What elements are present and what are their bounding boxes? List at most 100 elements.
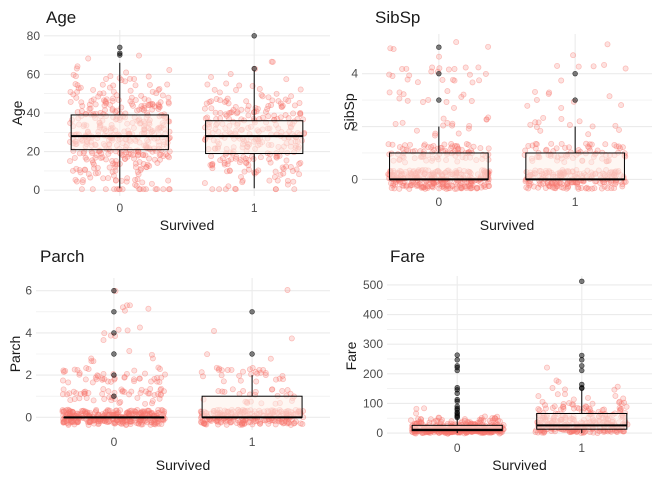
jitter-point xyxy=(453,142,460,149)
jitter-point xyxy=(136,52,142,59)
jitter-point xyxy=(532,88,538,95)
jitter-point xyxy=(575,185,582,192)
jitter-point xyxy=(117,399,124,405)
jitter-point xyxy=(70,91,77,98)
jitter-point xyxy=(403,182,410,189)
jitter-point xyxy=(88,355,95,362)
jitter-point xyxy=(420,183,427,190)
jitter-point xyxy=(566,400,573,407)
jitter-point xyxy=(154,159,161,166)
jitter-point xyxy=(70,388,77,395)
jitter-point xyxy=(431,180,437,187)
jitter-point xyxy=(266,156,273,163)
jitter-point xyxy=(220,378,227,385)
jitter-point xyxy=(290,110,297,117)
jitter-point xyxy=(154,391,161,397)
jitter-point xyxy=(243,159,250,166)
jitter-point xyxy=(122,78,129,85)
jitter-point xyxy=(87,105,94,112)
jitter-point xyxy=(81,390,88,397)
jitter-point xyxy=(273,153,280,160)
y-tick-label: 80 xyxy=(27,29,41,43)
jitter-point xyxy=(450,76,456,83)
jitter-point xyxy=(233,87,239,93)
jitter-point xyxy=(92,170,99,177)
jitter-point xyxy=(114,186,120,193)
jitter-point xyxy=(400,91,407,98)
jitter-point xyxy=(251,170,258,177)
jitter-point xyxy=(131,155,138,162)
jitter-point xyxy=(619,181,626,188)
outlier-point xyxy=(111,393,117,399)
jitter-point xyxy=(142,152,149,159)
jitter-point xyxy=(267,355,274,362)
jitter-point xyxy=(259,114,266,121)
jitter-point xyxy=(103,76,109,82)
jitter-point xyxy=(601,183,608,190)
jitter-point xyxy=(265,94,272,101)
jitter-point xyxy=(244,106,251,113)
jitter-point xyxy=(443,99,450,105)
outlier-point xyxy=(579,357,585,363)
jitter-point xyxy=(388,180,394,187)
jitter-point xyxy=(485,43,492,50)
jitter-point xyxy=(133,182,140,189)
jitter-point xyxy=(93,152,100,159)
jitter-point xyxy=(136,324,143,331)
jitter-point xyxy=(222,186,229,193)
jitter-point xyxy=(146,162,153,169)
jitter-point xyxy=(540,180,547,187)
jitter-point xyxy=(92,101,99,108)
jitter-point xyxy=(430,184,437,191)
jitter-point xyxy=(78,99,85,106)
jitter-point xyxy=(574,180,580,187)
outlier-point xyxy=(454,396,460,403)
jitter-point xyxy=(221,161,228,168)
jitter-point xyxy=(109,158,116,164)
jitter-point xyxy=(284,287,291,293)
jitter-point xyxy=(280,170,287,177)
jitter-point xyxy=(98,155,104,161)
jitter-point xyxy=(543,146,550,153)
jitter-point xyxy=(138,165,145,172)
jitter-point xyxy=(448,141,455,147)
jitter-point xyxy=(89,379,96,386)
jitter-point xyxy=(143,164,150,171)
jitter-point xyxy=(245,157,252,163)
jitter-point xyxy=(400,180,407,187)
jitter-point xyxy=(224,168,230,175)
jitter-point xyxy=(272,186,279,193)
jitter-point xyxy=(421,141,428,148)
jitter-point xyxy=(90,159,96,166)
jitter-point xyxy=(151,103,158,110)
jitter-point xyxy=(269,58,276,65)
jitter-point xyxy=(282,112,289,119)
jitter-point xyxy=(465,125,472,132)
jitter-point xyxy=(449,122,456,129)
jitter-point xyxy=(105,150,112,157)
jitter-point xyxy=(243,160,250,167)
x-tick-label: 0 xyxy=(436,195,443,209)
jitter-point xyxy=(60,386,67,393)
jitter-point xyxy=(416,180,423,187)
jitter-point xyxy=(115,97,122,104)
outlier-point xyxy=(454,385,460,391)
jitter-point xyxy=(110,172,117,179)
jitter-point xyxy=(469,79,476,86)
jitter-point xyxy=(90,161,97,168)
outlier-point xyxy=(454,352,460,358)
jitter-point xyxy=(558,104,565,111)
jitter-point xyxy=(391,185,398,192)
jitter-point xyxy=(548,140,555,147)
jitter-point xyxy=(444,120,451,126)
y-tick-label: 60 xyxy=(27,67,41,81)
jitter-point xyxy=(209,165,216,172)
jitter-point xyxy=(554,391,561,398)
jitter-point xyxy=(455,130,462,137)
jitter-point xyxy=(208,105,215,112)
jitter-point xyxy=(89,186,96,193)
jitter-point xyxy=(564,180,571,187)
jitter-point xyxy=(130,102,136,109)
jitter-point xyxy=(85,55,92,62)
jitter-point xyxy=(522,147,529,154)
